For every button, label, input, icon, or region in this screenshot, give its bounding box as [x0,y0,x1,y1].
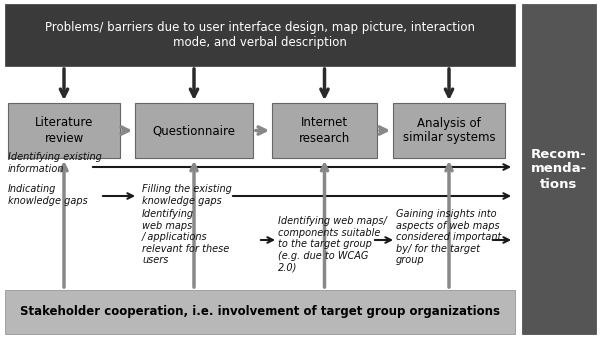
Text: Analysis of
similar systems: Analysis of similar systems [403,117,496,145]
Text: Identifying
web maps
/ applications
relevant for these
users: Identifying web maps / applications rele… [142,209,229,265]
Text: Problems/ barriers due to user interface design, map picture, interaction
mode, : Problems/ barriers due to user interface… [45,21,475,49]
FancyBboxPatch shape [135,103,253,158]
Text: Internet
research: Internet research [299,117,350,145]
FancyBboxPatch shape [5,290,515,334]
FancyBboxPatch shape [393,103,505,158]
FancyBboxPatch shape [5,4,515,66]
Text: Recom-
menda-
tions: Recom- menda- tions [531,147,587,191]
Text: Identifying web maps/
components suitable
to the target group
(e.g. due to WCAG
: Identifying web maps/ components suitabl… [278,216,387,272]
FancyBboxPatch shape [8,103,120,158]
Text: Questionnaire: Questionnaire [152,124,235,137]
Text: Gaining insights into
aspects of web maps
considered important
by/ for the targe: Gaining insights into aspects of web map… [396,209,502,265]
Text: Filling the existing
knowledge gaps: Filling the existing knowledge gaps [142,184,232,206]
FancyBboxPatch shape [522,4,596,334]
Text: Indicating
knowledge gaps: Indicating knowledge gaps [8,184,88,206]
Text: Stakeholder cooperation, i.e. involvement of target group organizations: Stakeholder cooperation, i.e. involvemen… [20,306,500,318]
FancyBboxPatch shape [272,103,377,158]
Text: Literature
review: Literature review [35,117,93,145]
Text: Identifying existing
information: Identifying existing information [8,152,102,174]
